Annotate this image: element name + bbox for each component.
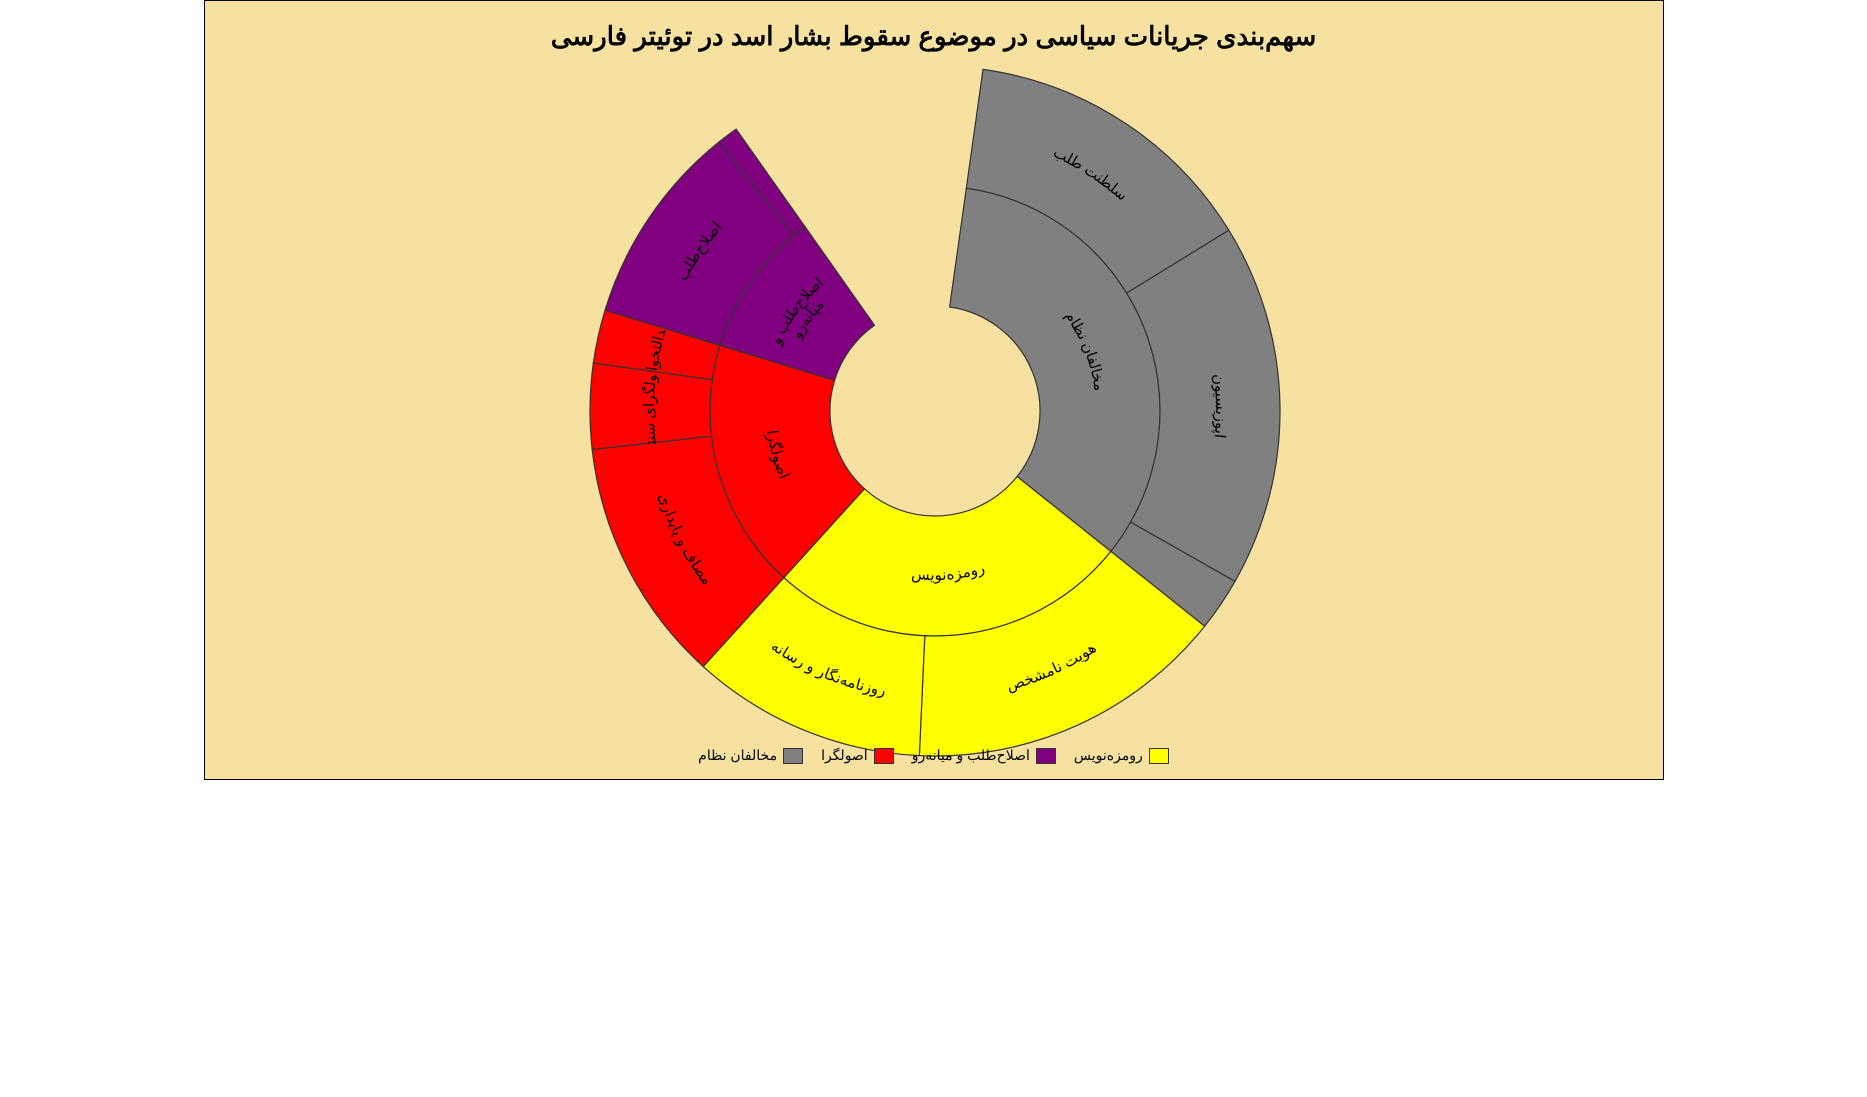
legend-swatch	[783, 748, 803, 764]
chart-container: سهم‌بندی جریانات سیاسی در موضوع سقوط بشا…	[204, 0, 1664, 780]
legend-swatch	[1036, 748, 1056, 764]
legend-item: رومزه‌نویس	[1074, 747, 1169, 764]
sunburst-svg: مخالفان نظام رومزه‌نویس اصولگرا اصلاح‌طلب و…	[205, 1, 1665, 781]
legend-item: اصلاح‌طلب و میانه‌رو	[912, 747, 1056, 764]
legend-item: مخالفان نظام	[698, 747, 803, 764]
slice-label: عدالتخواه	[205, 1, 670, 372]
legend-label: اصولگرا	[821, 747, 868, 764]
slice-label: اپوزیسیون	[1209, 373, 1228, 439]
legend-swatch	[874, 748, 894, 764]
legend-label: رومزه‌نویس	[1074, 747, 1143, 764]
legend: رومزه‌نویس اصلاح‌طلب و میانه‌رو اصولگرا مخا…	[205, 747, 1663, 764]
legend-label: اصلاح‌طلب و میانه‌رو	[912, 747, 1030, 764]
legend-item: اصولگرا	[821, 747, 894, 764]
legend-label: مخالفان نظام	[698, 747, 777, 764]
legend-swatch	[1149, 748, 1169, 764]
